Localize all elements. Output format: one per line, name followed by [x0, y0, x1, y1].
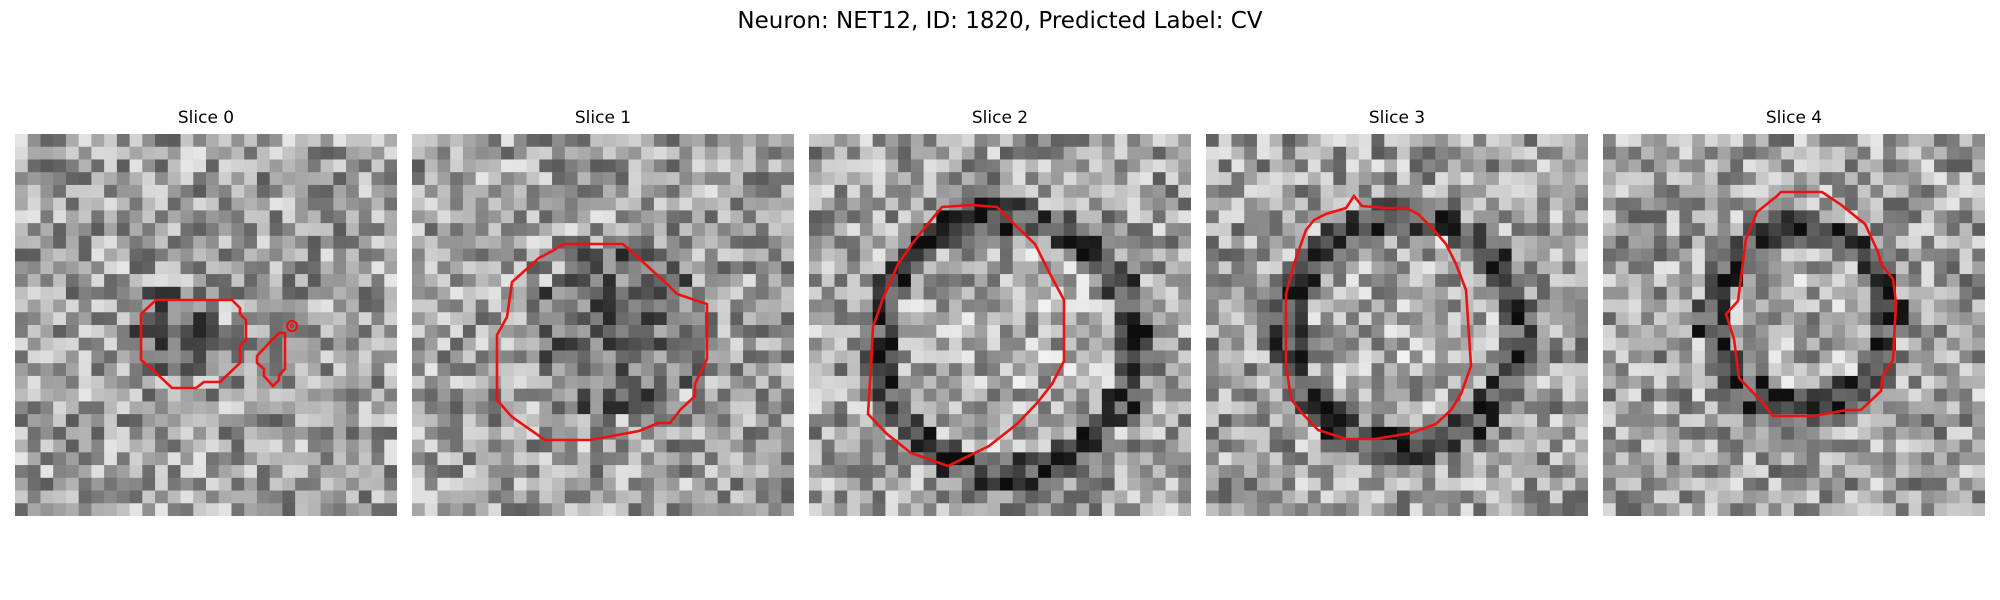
slice-1-contour: [495, 242, 709, 442]
slice-0-image: [15, 134, 397, 516]
slice-3-image: [1206, 134, 1588, 516]
slice-3-title: Slice 3: [1368, 108, 1426, 128]
slice-0-contour-dot: [285, 319, 299, 333]
slice-1-title: Slice 1: [574, 108, 632, 128]
slice-4-image: [1603, 134, 1985, 516]
slice-0-contour-small: [255, 331, 287, 388]
slice-2-contour: [866, 203, 1066, 468]
slice-4-contour: [1724, 190, 1898, 418]
figure-title: Neuron: NET12, ID: 1820, Predicted Label…: [737, 8, 1263, 34]
slice-3-contour: [1284, 193, 1473, 441]
slice-4-title: Slice 4: [1765, 108, 1823, 128]
slice-2-image: [809, 134, 1191, 516]
slice-0-contour-main: [139, 298, 248, 390]
slice-0-title: Slice 0: [177, 108, 235, 128]
slice-1-image: [412, 134, 794, 516]
slice-2-title: Slice 2: [971, 108, 1029, 128]
